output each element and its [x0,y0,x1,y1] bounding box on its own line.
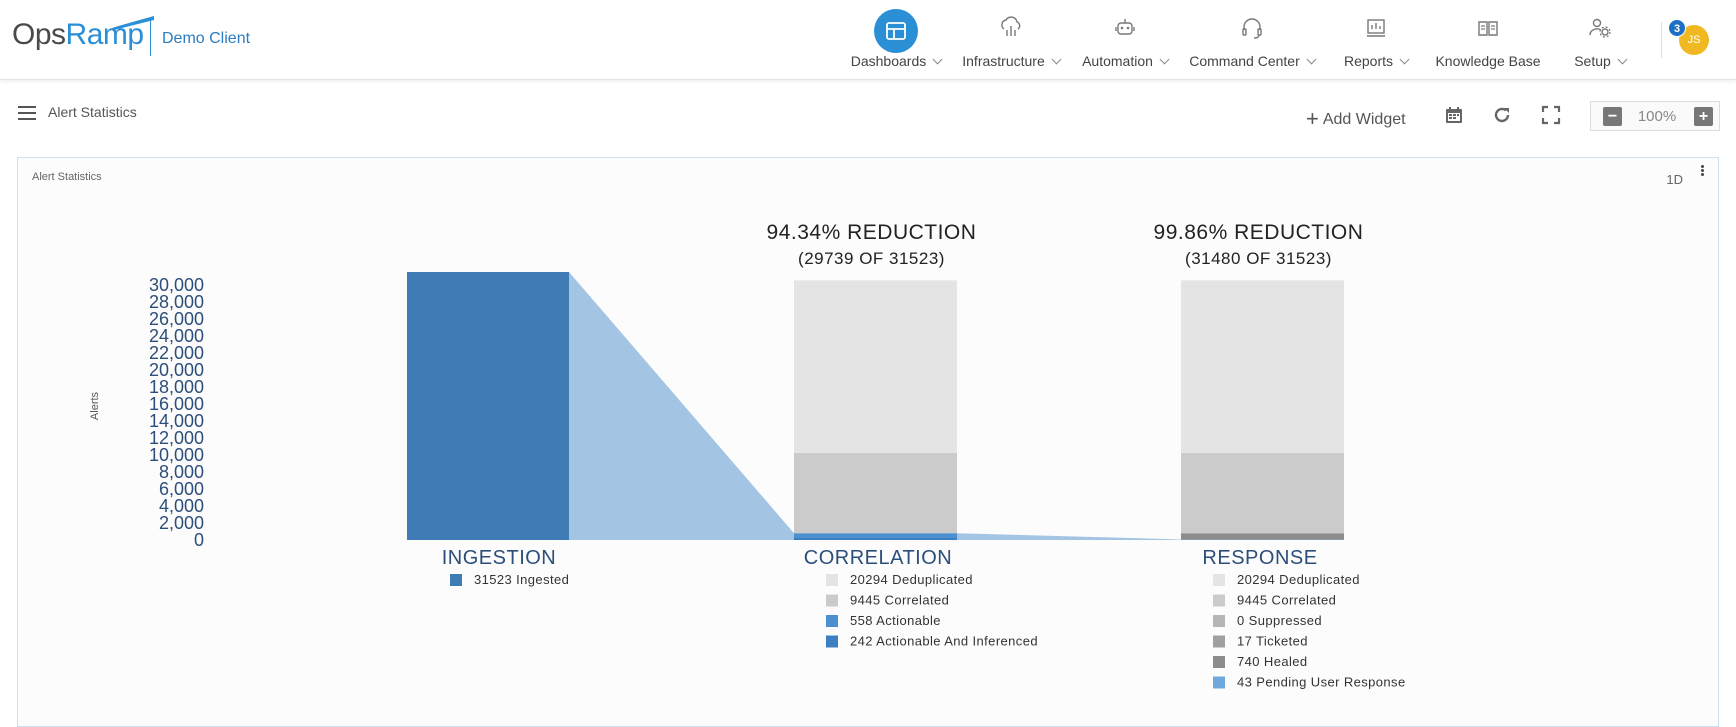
nav-automation[interactable]: Automation [1075,0,1175,80]
y-tick-label: 30,000 [149,275,204,295]
chevron-down-icon [1617,55,1627,65]
dashboard-icon [874,9,918,53]
reduction-detail: (29739 OF 31523) [798,249,945,268]
book-icon [1474,14,1502,42]
zoom-control: − 100% + [1590,101,1720,131]
legend-swatch [826,615,838,627]
add-widget-button[interactable]: +Add Widget [1306,104,1406,130]
nav-label-knowledge-base: Knowledge Base [1435,53,1540,69]
y-tick-label: 26,000 [149,309,204,329]
nav-knowledge-base[interactable]: Knowledge Base [1432,0,1544,80]
legend-label: 20294 Deduplicated [1237,572,1360,587]
opsramp-logo[interactable]: OpsRamp [12,18,144,52]
chevron-down-icon [1306,55,1316,65]
legend-swatch [1213,636,1225,648]
legend-label: 9445 Correlated [850,593,949,608]
correlation-funnel [957,533,1181,540]
legend-swatch [826,636,838,648]
zoom-out-button[interactable]: − [1603,107,1622,126]
nav-label-automation: Automation [1082,53,1153,69]
logo-swoosh-icon [112,16,154,30]
client-name[interactable]: Demo Client [162,30,250,48]
legend-swatch [1213,656,1225,668]
logo-text-ops: Ops [12,18,66,51]
calendar-icon[interactable] [1443,104,1465,126]
legend-swatch [826,574,838,586]
y-tick-label: 8,000 [159,462,204,482]
stack-segment [794,538,957,540]
reduction-detail: (31480 OF 31523) [1185,249,1332,268]
chevron-down-icon [1400,55,1410,65]
page-title: Alert Statistics [48,104,137,120]
zoom-in-button[interactable]: + [1694,107,1713,126]
y-tick-label: 0 [194,530,204,550]
legend-label: 242 Actionable And Inferenced [850,634,1038,649]
add-widget-label: Add Widget [1323,111,1406,128]
nav-setup[interactable]: Setup [1564,0,1636,80]
stage-name: CORRELATION [804,547,952,569]
legend-swatch [1213,595,1225,607]
y-tick-label: 18,000 [149,377,204,397]
stage-name: INGESTION [442,547,557,569]
legend-swatch [1213,615,1225,627]
headset-icon [1238,14,1266,42]
chevron-down-icon [1159,55,1169,65]
nav-label-dashboards: Dashboards [851,53,927,69]
ingestion-funnel [569,272,794,540]
legend-label: 740 Healed [1237,654,1308,669]
legend-swatch [826,595,838,607]
stack-segment [1181,453,1344,533]
nav-label-infrastructure: Infrastructure [962,53,1044,69]
legend-label: 558 Actionable [850,613,941,628]
user-separator [1661,22,1662,58]
zoom-level: 100% [1635,108,1679,125]
stack-segment [794,453,957,533]
plus-icon: + [1306,106,1319,131]
legend-swatch [1213,574,1225,586]
logo-divider [150,20,151,56]
stage-name: RESPONSE [1202,547,1317,569]
top-header: OpsRamp Demo Client Dashboards Infrastru… [0,0,1736,80]
nav-label-command-center: Command Center [1189,53,1300,69]
stack-segment [1181,533,1344,539]
stack-segment [794,280,957,453]
chevron-down-icon [933,55,943,65]
legend-label: 43 Pending User Response [1237,675,1406,690]
nav-dashboards[interactable]: Dashboards [843,0,949,80]
ingestion-bar [407,272,569,540]
hamburger-menu-icon[interactable] [18,106,36,120]
nav-infrastructure[interactable]: Infrastructure [955,0,1067,80]
legend-swatch [450,574,462,586]
refresh-icon[interactable] [1491,104,1513,126]
robot-icon [1111,14,1139,42]
nav-reports[interactable]: Reports [1333,0,1419,80]
gear-user-icon [1586,14,1614,42]
legend-label: 20294 Deduplicated [850,572,973,587]
notification-badge[interactable]: 3 [1668,19,1686,37]
reduction-percentage: 94.34% REDUCTION [767,221,977,244]
stack-segment [1181,280,1344,453]
y-axis-label: Alerts [89,391,101,420]
alert-funnel-chart: Alerts02,0004,0006,0008,00010,00012,0001… [18,158,1718,718]
fullscreen-icon[interactable] [1540,104,1562,126]
nav-label-reports: Reports [1344,53,1393,69]
nav-label-setup: Setup [1574,53,1611,69]
stack-segment [794,533,957,538]
legend-label: 31523 Ingested [474,572,569,587]
reports-icon [1362,14,1390,42]
chevron-down-icon [1051,55,1061,65]
legend-label: 17 Ticketed [1237,634,1308,649]
legend-label: 0 Suppressed [1237,613,1322,628]
legend-swatch [1213,677,1225,689]
nav-command-center[interactable]: Command Center [1182,0,1322,80]
reduction-percentage: 99.86% REDUCTION [1154,221,1364,244]
legend-label: 9445 Correlated [1237,593,1336,608]
cloud-infrastructure-icon [997,14,1025,42]
